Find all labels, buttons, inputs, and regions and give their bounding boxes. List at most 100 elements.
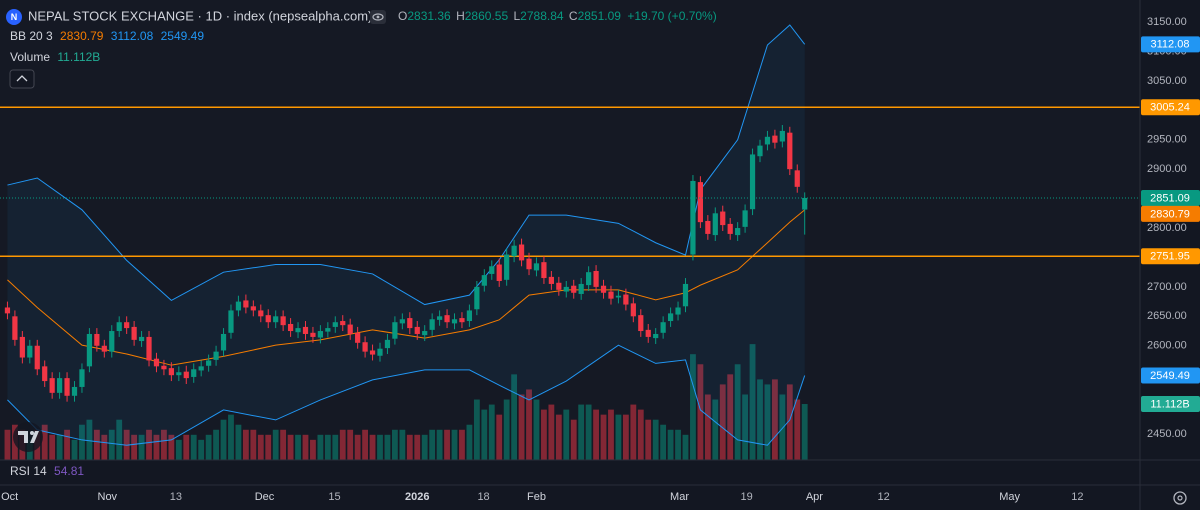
lower-band-label-box: [1141, 367, 1200, 384]
candle-body: [511, 245, 517, 257]
volume-bar: [354, 434, 361, 460]
bb-lower-line: [7, 344, 806, 446]
hline-label-box: [1141, 99, 1200, 116]
candle-body: [340, 321, 346, 326]
candle-body: [310, 332, 316, 337]
y-tick-label: 2450.00: [1147, 428, 1187, 440]
x-tick-label: 13: [170, 491, 182, 503]
volume-bar: [667, 429, 674, 460]
candle-body: [124, 322, 130, 329]
volume-bar: [153, 434, 160, 460]
hline-label: 3005.24: [1150, 102, 1190, 114]
candle-body: [638, 315, 644, 332]
volume-label[interactable]: Volume: [10, 50, 50, 64]
tradingview-logo[interactable]: [13, 422, 43, 452]
candle-body: [235, 301, 242, 311]
candle-body: [295, 328, 301, 333]
visibility-icon[interactable]: [370, 10, 386, 24]
candle-body: [653, 333, 659, 339]
x-tick-label: Dec: [255, 491, 275, 503]
volume-bar: [406, 434, 413, 460]
basis-label-box: [1141, 205, 1200, 222]
volume-bar: [801, 404, 808, 460]
candle-body: [697, 182, 703, 223]
candle-body: [757, 145, 763, 157]
collapse-legend-button[interactable]: [9, 69, 35, 89]
x-tick-label: Feb: [527, 491, 546, 503]
lower-band-label: 2549.49: [1150, 370, 1190, 382]
volume-bar: [183, 434, 190, 460]
volume-bar: [757, 379, 763, 460]
candle-body: [645, 329, 651, 337]
candle-body: [392, 322, 398, 339]
candle-body: [131, 326, 137, 340]
volume-bar: [310, 439, 316, 460]
volume-label-box: [1141, 396, 1200, 413]
candle-body: [168, 368, 174, 376]
volume-bar: [622, 414, 629, 460]
volume-bar: [86, 419, 93, 460]
volume-bar: [414, 434, 421, 460]
candle-body: [712, 213, 718, 236]
volume-bar: [339, 429, 346, 460]
y-tick-label: 3050.00: [1147, 75, 1187, 87]
x-tick-label: 12: [878, 491, 890, 503]
candle-body: [675, 307, 681, 315]
rsi-label[interactable]: RSI 14: [10, 464, 47, 478]
volume-bar: [302, 434, 309, 460]
ohlc-value: 2851.09: [578, 9, 622, 23]
candle-body: [138, 336, 145, 342]
volume-bar: [71, 439, 78, 460]
volume-bar: [555, 414, 562, 460]
candle-body: [362, 342, 368, 352]
candle-body: [429, 319, 435, 330]
candle-body: [548, 276, 554, 284]
volume-bar: [444, 429, 450, 460]
volume-bar: [526, 389, 532, 460]
volume-bar: [570, 419, 577, 460]
candle-body: [258, 310, 264, 317]
candle-body: [347, 324, 353, 334]
y-tick-label: 2650.00: [1147, 310, 1187, 322]
chart-title[interactable]: NEPAL STOCK EXCHANGE · 1D · index (nepse…: [28, 8, 372, 23]
symbol-logo-letter: N: [11, 12, 18, 22]
volume-bar: [101, 434, 108, 460]
candle-body: [206, 360, 212, 366]
candle-body: [369, 350, 376, 355]
candle-body: [49, 378, 55, 393]
candle-body: [630, 303, 636, 317]
bb-label[interactable]: BB 20 3: [10, 29, 53, 43]
ohlc-value: 2860.55: [465, 9, 509, 23]
volume-bar: [228, 414, 234, 460]
volume-bar: [131, 434, 138, 460]
volume-bar: [436, 429, 443, 460]
candle-body: [682, 283, 689, 307]
candle-body: [414, 326, 420, 334]
candle-body: [794, 170, 800, 187]
settings-icon[interactable]: [1173, 491, 1187, 505]
volume-bar: [64, 429, 70, 460]
candle-body: [444, 315, 450, 323]
volume-bar: [593, 409, 599, 460]
candle-body: [518, 244, 525, 261]
candle-body: [399, 319, 405, 324]
volume-bar: [615, 414, 622, 460]
candle-body: [660, 322, 666, 333]
candle-body: [541, 262, 547, 279]
rsi-legend: RSI 14 54.81: [10, 464, 84, 478]
bb-basis-value: 2830.79: [60, 29, 104, 43]
last-price-label-box: [1141, 189, 1200, 206]
volume-bar: [391, 429, 398, 460]
last-price-label: 2851.09: [1150, 192, 1190, 204]
volume-bar: [56, 434, 63, 460]
candle-body: [191, 369, 197, 377]
volume-bar: [175, 439, 182, 460]
candle-body: [34, 345, 40, 370]
volume-bar: [704, 394, 711, 460]
ohlc-key: H: [456, 9, 465, 23]
x-tick-label: May: [999, 491, 1020, 503]
volume-bar: [466, 424, 473, 460]
volume-bar: [496, 414, 503, 460]
volume-bar: [116, 419, 123, 460]
volume-bar: [779, 394, 786, 460]
